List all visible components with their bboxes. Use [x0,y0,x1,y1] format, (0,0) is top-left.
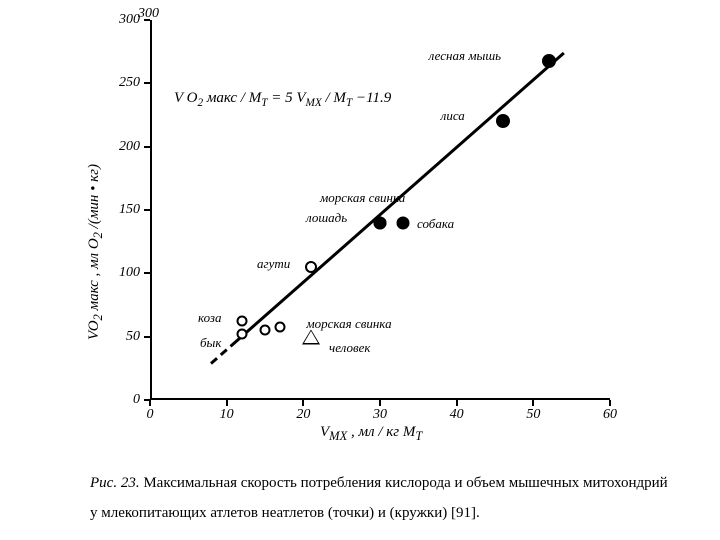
y-tick [144,82,150,84]
regression-formula: V O2 макс / MT = 5 VMX / MT −11.9 [174,90,391,109]
data-point-label: лесная мышь [429,49,501,62]
y-tick [144,336,150,338]
data-point-label: агути [257,257,290,270]
data-point-open [260,325,271,336]
x-axis-title: VMX , мл / кг MT [320,424,422,444]
data-point-open [237,316,248,327]
plot: V O2 макс / MT = 5 VMX / MT −11.9 050100… [150,20,610,400]
y-tick-label: 300 [100,13,140,27]
figure: 300 VO2 макс , мл O2 /(мин • кг) V O2 ма… [0,0,720,540]
y-tick [144,272,150,274]
x-tick [532,400,534,406]
x-tick [456,400,458,406]
y-axis-line [150,20,152,400]
x-tick [149,400,151,406]
data-point-open [305,261,317,273]
y-tick-label: 50 [100,330,140,344]
y-axis-title-text: VO2 макс , мл O2 /(мин • кг) [86,164,102,340]
y-tick-label: 250 [100,76,140,90]
x-tick-label: 40 [442,408,472,422]
trend-line [220,349,228,357]
trend-line [210,357,218,365]
y-tick [144,19,150,21]
data-point-filled [374,216,387,229]
y-tick-label: 0 [100,393,140,407]
y-tick-label: 100 [100,266,140,280]
data-point-open [237,329,248,340]
x-tick-label: 30 [365,408,395,422]
y-tick-label: 200 [100,140,140,154]
data-point-label: морская свинка [306,317,391,330]
data-point-filled [397,216,410,229]
x-tick [226,400,228,406]
x-tick-label: 10 [212,408,242,422]
data-point-label: человек [329,341,370,354]
data-point-label: морская свинка [320,191,405,204]
plot-area: 300 VO2 макс , мл O2 /(мин • кг) V O2 ма… [90,10,650,450]
data-point-label: собака [417,217,454,230]
data-point-label: бык [200,336,221,349]
x-tick-label: 60 [595,408,625,422]
data-point-open [275,321,286,332]
y-tick-label: 150 [100,203,140,217]
y-tick [144,209,150,211]
x-tick [609,400,611,406]
x-tick-label: 50 [518,408,548,422]
data-point-label: коза [198,311,222,324]
x-tick-label: 0 [135,408,165,422]
x-tick [302,400,304,406]
x-tick-label: 20 [288,408,318,422]
data-point-label: лиса [441,109,465,122]
x-tick [379,400,381,406]
data-point-filled [542,54,556,68]
caption-text: Максимальная скорость потребления кислор… [90,475,668,521]
data-point-label: лошадь [306,211,347,224]
y-axis-title: VO2 макс , мл O2 /(мин • кг) [86,164,106,340]
figure-caption: Рис. 23. Максимальная скорость потреблен… [90,468,670,528]
figure-number: Рис. 23. [90,475,140,491]
y-tick [144,146,150,148]
data-point-filled [496,114,510,128]
data-point-triangle [304,331,318,343]
